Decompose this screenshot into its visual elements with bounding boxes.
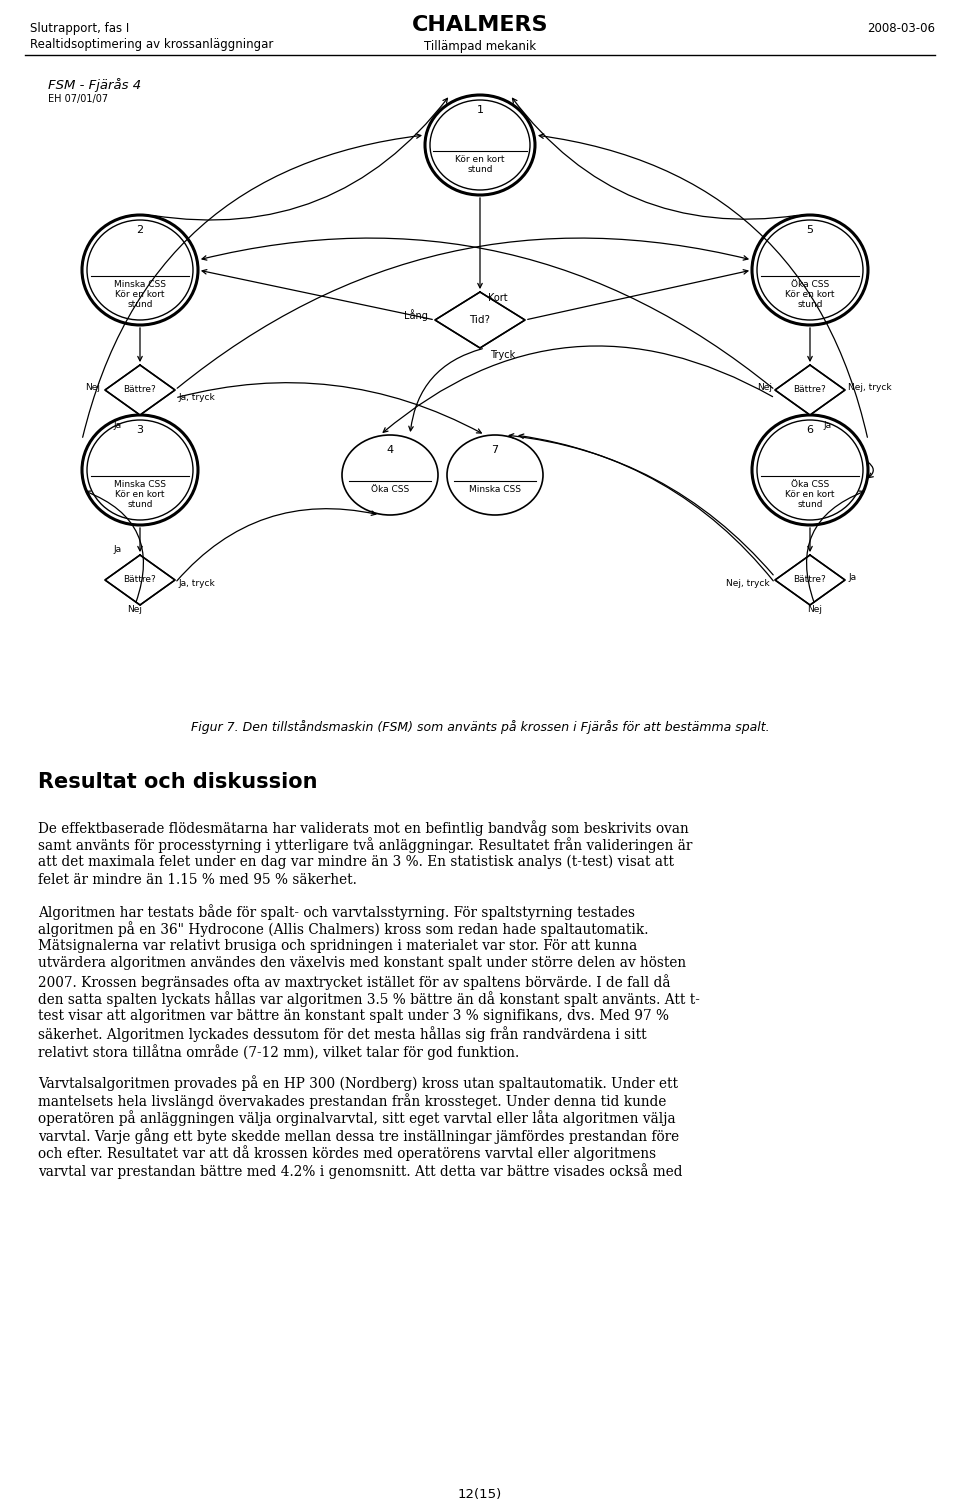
Text: stund: stund (797, 299, 823, 308)
Text: FSM - Fjärås 4: FSM - Fjärås 4 (48, 79, 141, 92)
Text: Nej, tryck: Nej, tryck (848, 383, 892, 392)
Text: De effektbaserade flödesmätarna har validerats mot en befintlig bandvåg som besk: De effektbaserade flödesmätarna har vali… (38, 820, 688, 836)
Text: 3: 3 (136, 425, 143, 435)
Text: Ja: Ja (114, 420, 122, 429)
Text: Ja: Ja (824, 420, 832, 429)
Text: 6: 6 (806, 425, 813, 435)
Text: 2007. Krossen begränsades ofta av maxtrycket istället för av spaltens börvärde. : 2007. Krossen begränsades ofta av maxtry… (38, 974, 670, 990)
Text: säkerhet. Algoritmen lyckades dessutom för det mesta hållas sig från randvärdena: säkerhet. Algoritmen lyckades dessutom f… (38, 1027, 647, 1042)
Ellipse shape (752, 414, 868, 525)
Text: Slutrapport, fas I: Slutrapport, fas I (30, 23, 130, 35)
Ellipse shape (447, 435, 543, 516)
Text: 5: 5 (806, 225, 813, 234)
Text: Lång: Lång (404, 308, 428, 321)
Polygon shape (775, 555, 845, 605)
Text: Nej: Nej (757, 383, 772, 392)
Text: Bättre?: Bättre? (794, 576, 827, 585)
Text: Nej, tryck: Nej, tryck (727, 579, 770, 588)
Text: Mätsignalerna var relativt brusiga och spridningen i materialet var stor. För at: Mätsignalerna var relativt brusiga och s… (38, 939, 637, 953)
Text: 2: 2 (136, 225, 144, 234)
Text: 7: 7 (492, 445, 498, 455)
Text: Bättre?: Bättre? (124, 386, 156, 395)
Text: Bättre?: Bättre? (794, 386, 827, 395)
Text: Öka CSS: Öka CSS (791, 479, 829, 488)
Ellipse shape (752, 215, 868, 325)
Text: 1: 1 (476, 104, 484, 115)
Ellipse shape (82, 215, 198, 325)
Text: utvärdera algoritmen användes den växelvis med konstant spalt under större delen: utvärdera algoritmen användes den växelv… (38, 957, 686, 971)
Polygon shape (435, 292, 525, 348)
Text: test visar att algoritmen var bättre än konstant spalt under 3 % signifikans, dv: test visar att algoritmen var bättre än … (38, 1009, 669, 1024)
Text: Öka CSS: Öka CSS (371, 485, 409, 494)
Text: 4: 4 (387, 445, 394, 455)
Text: felet är mindre än 1.15 % med 95 % säkerhet.: felet är mindre än 1.15 % med 95 % säker… (38, 872, 357, 886)
Text: Kör en kort: Kör en kort (785, 290, 835, 299)
Text: Öka CSS: Öka CSS (791, 280, 829, 289)
Text: Ja, tryck: Ja, tryck (178, 393, 215, 402)
Text: Ja: Ja (848, 573, 856, 582)
Text: varvtal var prestandan bättre med 4.2% i genomsnitt. Att detta var bättre visade: varvtal var prestandan bättre med 4.2% i… (38, 1163, 683, 1179)
Ellipse shape (342, 435, 438, 516)
Text: stund: stund (128, 500, 153, 510)
Ellipse shape (425, 95, 535, 195)
Text: Figur 7. Den tillståndsmaskin (FSM) som använts på krossen i Fjärås för att best: Figur 7. Den tillståndsmaskin (FSM) som … (191, 720, 769, 733)
Text: stund: stund (468, 165, 492, 174)
Text: den satta spalten lyckats hållas var algoritmen 3.5 % bättre än då konstant spal: den satta spalten lyckats hållas var alg… (38, 992, 700, 1007)
Text: samt använts för processtyrning i ytterligare två anläggningar. Resultatet från : samt använts för processtyrning i ytterl… (38, 838, 692, 853)
Text: Kort: Kort (488, 293, 508, 302)
Text: Kör en kort: Kör en kort (115, 290, 165, 299)
Text: och efter. Resultatet var att då krossen kördes med operatörens varvtal eller al: och efter. Resultatet var att då krossen… (38, 1146, 656, 1161)
Text: Minska CSS: Minska CSS (469, 485, 521, 494)
Text: stund: stund (128, 299, 153, 308)
Text: Kör en kort: Kör en kort (785, 490, 835, 499)
Text: CHALMERS: CHALMERS (412, 15, 548, 35)
Text: operatören på anläggningen välja orginalvarvtal, sitt eget varvtal eller låta al: operatören på anläggningen välja orginal… (38, 1110, 676, 1126)
Text: Ja: Ja (114, 546, 122, 555)
Polygon shape (105, 555, 175, 605)
Text: Minska CSS: Minska CSS (114, 479, 166, 488)
Text: varvtal. Varje gång ett byte skedde mellan dessa tre inställningar jämfördes pre: varvtal. Varje gång ett byte skedde mell… (38, 1128, 679, 1145)
Text: Realtidsoptimering av krossanläggningar: Realtidsoptimering av krossanläggningar (30, 38, 274, 51)
Text: Tid?: Tid? (469, 314, 491, 325)
Text: 12(15): 12(15) (458, 1488, 502, 1501)
Text: Nej: Nej (807, 605, 823, 614)
Text: EH 07/01/07: EH 07/01/07 (48, 94, 108, 104)
Text: Algoritmen har testats både för spalt- och varvtalsstyrning. För spaltstyrning t: Algoritmen har testats både för spalt- o… (38, 904, 635, 919)
Text: att det maximala felet under en dag var mindre än 3 %. En statistisk analys (t-t: att det maximala felet under en dag var … (38, 854, 674, 869)
Text: Bättre?: Bättre? (124, 576, 156, 585)
Text: Varvtalsalgoritmen provades på en HP 300 (Nordberg) kross utan spaltautomatik. U: Varvtalsalgoritmen provades på en HP 300… (38, 1075, 678, 1092)
Text: algoritmen på en 36" Hydrocone (Allis Chalmers) kross som redan hade spaltautoma: algoritmen på en 36" Hydrocone (Allis Ch… (38, 921, 649, 937)
Polygon shape (105, 364, 175, 414)
Text: Kör en kort: Kör en kort (115, 490, 165, 499)
Text: Nej: Nej (128, 605, 142, 614)
Text: Ja, tryck: Ja, tryck (178, 579, 215, 588)
Text: relativt stora tillåtna område (7-12 mm), vilket talar för god funktion.: relativt stora tillåtna område (7-12 mm)… (38, 1043, 519, 1060)
Text: Tillämpad mekanik: Tillämpad mekanik (424, 39, 536, 53)
Polygon shape (775, 364, 845, 414)
Text: stund: stund (797, 500, 823, 510)
Text: Kör en kort: Kör en kort (455, 156, 505, 163)
Text: 2008-03-06: 2008-03-06 (867, 23, 935, 35)
Text: Minska CSS: Minska CSS (114, 280, 166, 289)
Ellipse shape (82, 414, 198, 525)
Text: mantelsets hela livslängd övervakades prestandan från krossteget. Under denna ti: mantelsets hela livslängd övervakades pr… (38, 1093, 666, 1108)
Text: Tryck: Tryck (490, 349, 516, 360)
Text: Resultat och diskussion: Resultat och diskussion (38, 773, 318, 792)
Text: Nej: Nej (85, 383, 100, 392)
